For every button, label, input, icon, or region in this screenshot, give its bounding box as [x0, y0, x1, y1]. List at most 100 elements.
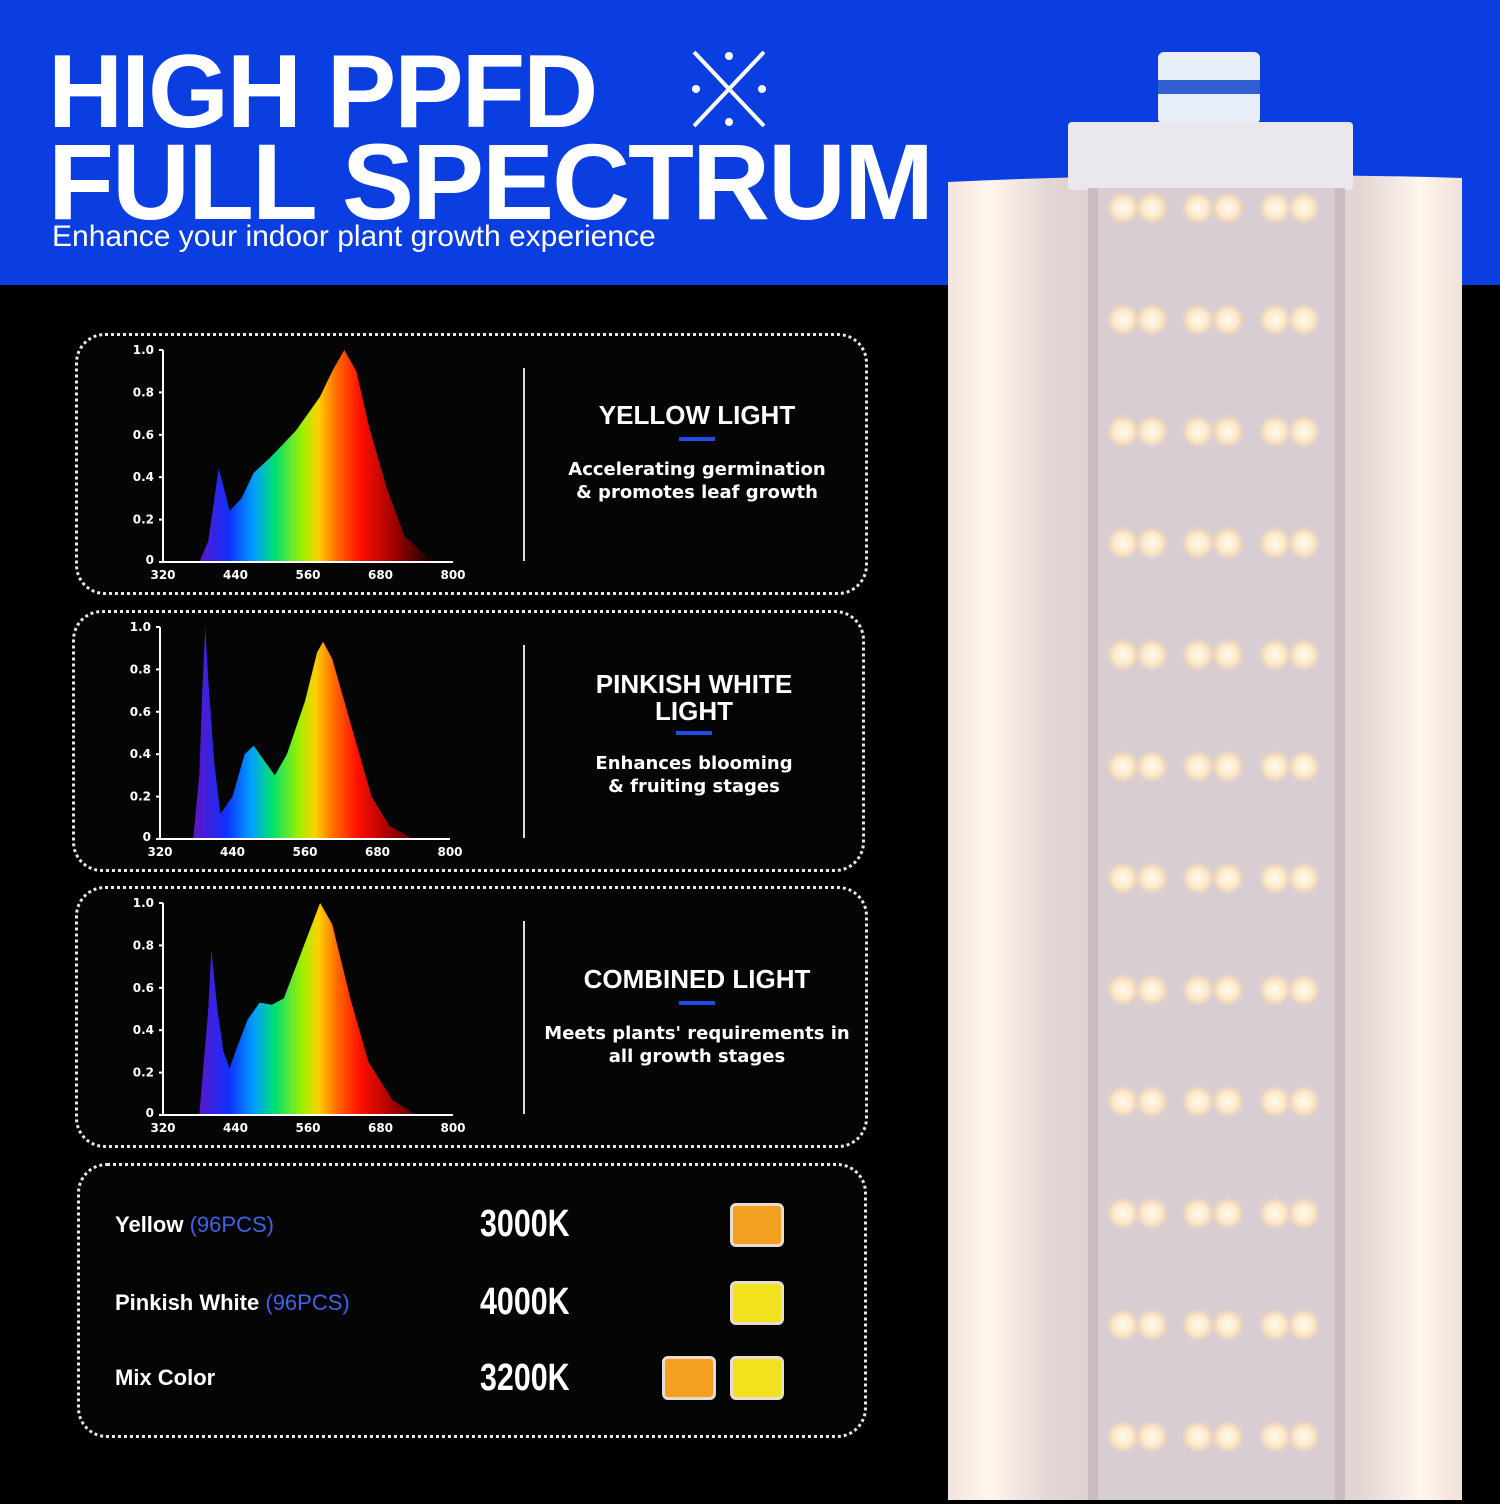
- led-chip-yellow-icon: [662, 1356, 716, 1400]
- led-glow: [1287, 972, 1321, 1007]
- led-glow: [1211, 302, 1245, 337]
- color-temp: 3200K: [480, 1357, 570, 1399]
- led-glow: [1135, 972, 1169, 1007]
- divider: [523, 368, 525, 561]
- accent-bar: [679, 1001, 715, 1005]
- x-tick-label: 320: [150, 1121, 175, 1135]
- led-glow: [1258, 637, 1292, 672]
- led-glow: [1106, 526, 1140, 561]
- divider: [523, 645, 525, 838]
- legend-row-yellow: Yellow (96PCS): [115, 1212, 274, 1238]
- led-glow: [1211, 526, 1245, 561]
- desc-line: Meets plants' requirements in: [544, 1023, 850, 1044]
- led-count: (96PCS): [189, 1212, 274, 1237]
- led-glow: [1106, 414, 1140, 449]
- panel-description: Accelerating germination & promotes leaf …: [537, 458, 857, 504]
- panel-description: Enhances blooming & fruiting stages: [534, 752, 854, 798]
- led-chip-white-icon: [730, 1356, 784, 1400]
- led-glow: [1211, 972, 1245, 1007]
- y-tick-label: 0.2: [133, 513, 154, 527]
- x-tick-label: 320: [150, 568, 175, 582]
- led-glow: [1181, 414, 1215, 449]
- led-glow: [1135, 302, 1169, 337]
- led-chip-white-icon: [730, 1281, 784, 1325]
- y-tick-label: 0.8: [133, 385, 154, 399]
- led-glow: [1181, 1308, 1215, 1342]
- led-glow: [1287, 749, 1321, 784]
- led-glow: [1181, 302, 1215, 337]
- led-glow: [1181, 1084, 1215, 1119]
- subtitle: Enhance your indoor plant growth experie…: [52, 220, 656, 253]
- led-name: Mix Color: [115, 1365, 216, 1390]
- sparkle-cross-icon: [692, 50, 766, 128]
- led-glow: [1258, 1308, 1292, 1342]
- panel-title: YELLOW LIGHT: [598, 400, 796, 430]
- led-count: (96PCS): [265, 1290, 350, 1315]
- x-tick-label: 560: [295, 1121, 320, 1135]
- y-tick-label: 0.4: [133, 470, 154, 484]
- desc-line: Accelerating germination: [568, 459, 826, 480]
- led-glow: [1135, 191, 1169, 225]
- x-tick-label: 800: [440, 1121, 465, 1135]
- grow-light-bar-image: [945, 40, 1500, 1500]
- led-glow: [1135, 1308, 1169, 1342]
- y-tick-label: 0.4: [133, 1023, 154, 1037]
- led-glow: [1106, 637, 1140, 672]
- x-tick-label: 680: [368, 1121, 393, 1135]
- led-glow: [1287, 1419, 1321, 1454]
- x-tick-label: 800: [437, 845, 462, 859]
- x-tick-label: 320: [147, 845, 172, 859]
- desc-line: & promotes leaf growth: [576, 482, 818, 503]
- spectrum-area: [199, 903, 417, 1115]
- y-tick-label: 0.4: [130, 747, 151, 761]
- led-glow: [1181, 191, 1215, 225]
- led-glow: [1287, 526, 1321, 561]
- y-tick-label: 0: [146, 553, 154, 567]
- led-glow: [1135, 1419, 1169, 1454]
- legend-row-pinkish-white: Pinkish White (96PCS): [115, 1290, 350, 1316]
- led-glow: [1287, 191, 1321, 225]
- y-tick-label: 0.2: [130, 790, 151, 804]
- led-glow: [1181, 526, 1215, 561]
- divider: [523, 921, 525, 1114]
- led-glow: [1106, 749, 1140, 784]
- panel-title: COMBINED LIGHT: [583, 964, 811, 994]
- led-glow: [1135, 749, 1169, 784]
- led-glow: [1135, 861, 1169, 896]
- led-glow: [1181, 1196, 1215, 1231]
- color-temp: 3000K: [480, 1203, 570, 1245]
- led-glow: [1258, 861, 1292, 896]
- y-tick-label: 0: [143, 830, 151, 844]
- y-tick-label: 1.0: [133, 343, 154, 357]
- led-glow: [1258, 414, 1292, 449]
- legend-row-mix: Mix Color: [115, 1365, 215, 1391]
- led-glow: [1211, 861, 1245, 896]
- led-glow: [1106, 1419, 1140, 1454]
- led-glow: [1211, 1084, 1245, 1119]
- spectrum-area: [199, 350, 441, 562]
- y-tick-label: 0.8: [130, 662, 151, 676]
- led-glow: [1211, 1196, 1245, 1231]
- y-tick-label: 0.8: [133, 938, 154, 952]
- led-glow: [1106, 1308, 1140, 1342]
- led-glow: [1287, 861, 1321, 896]
- led-glow: [1106, 191, 1140, 225]
- led-glow: [1258, 972, 1292, 1007]
- led-glow: [1135, 526, 1169, 561]
- led-glow: [1287, 302, 1321, 337]
- desc-line: all growth stages: [608, 1046, 786, 1067]
- y-tick-label: 0.6: [130, 705, 151, 719]
- y-tick-label: 0.2: [133, 1066, 154, 1080]
- led-glow: [1211, 749, 1245, 784]
- x-tick-label: 440: [223, 568, 248, 582]
- spectrum-area: [193, 627, 414, 839]
- led-glow: [1287, 1084, 1321, 1119]
- color-temp: 4000K: [480, 1281, 570, 1323]
- led-glow: [1106, 302, 1140, 337]
- led-glow: [1106, 972, 1140, 1007]
- led-glow: [1106, 1084, 1140, 1119]
- x-tick-label: 680: [368, 568, 393, 582]
- led-glow: [1181, 972, 1215, 1007]
- led-glow: [1181, 861, 1215, 896]
